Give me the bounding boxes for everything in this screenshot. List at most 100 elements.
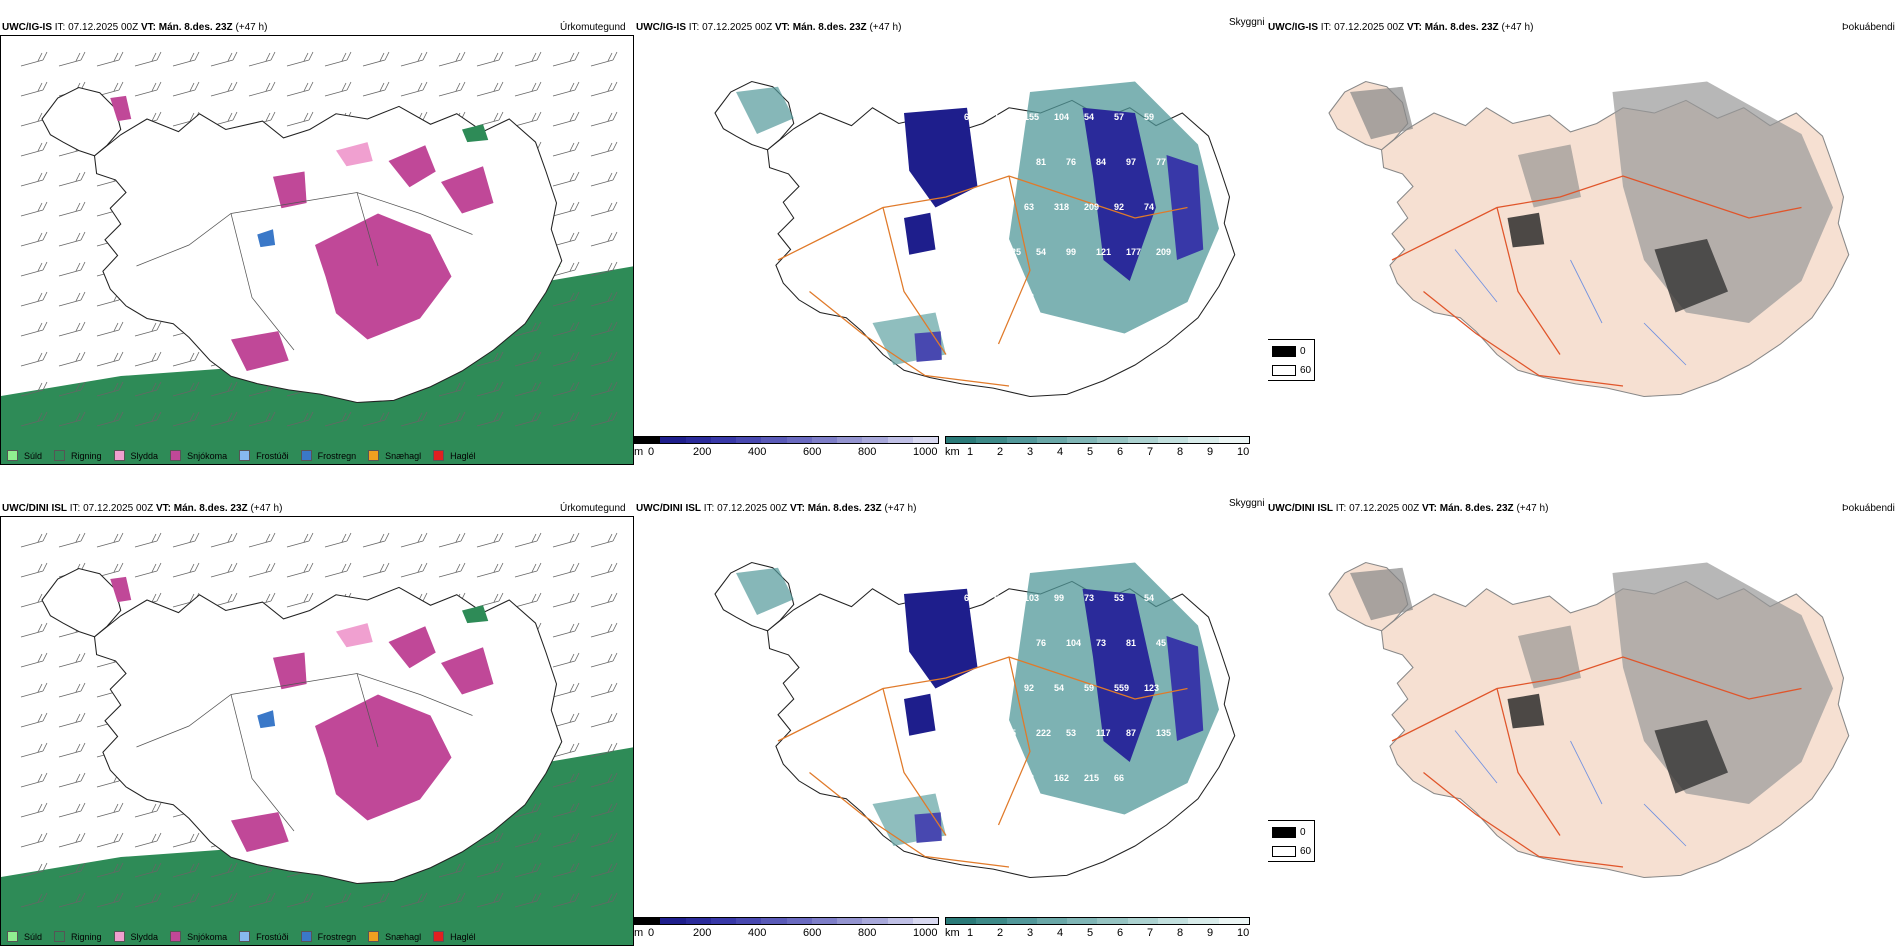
ceiling-value: 121 [1096, 247, 1111, 257]
visibility-colorbar: km 1 2 3 4 5 6 7 8 9 10 [945, 917, 1250, 945]
it-label: IT: [69, 503, 81, 514]
legend-swatch [113, 450, 125, 461]
init-time: 07.12.2025 00Z [702, 22, 773, 33]
legend-label: Slydda [130, 450, 159, 461]
ceiling-value: 135 [1156, 728, 1171, 738]
visibility-tick: 2 [997, 446, 1004, 458]
ceiling-value: 62 [1024, 773, 1034, 783]
fog-panel: UWC/IG-IS IT: 07.12.2025 00Z VT: Mán. 8.… [1268, 15, 1900, 465]
visibility-tick: 6 [1117, 446, 1124, 458]
ceiling-value: 99 [1054, 593, 1064, 603]
visibility-tick: 8 [1177, 927, 1184, 939]
ceiling-value: 92 [1024, 683, 1034, 693]
visibility-tick: 10 [1237, 446, 1250, 458]
vt-label: VT: [774, 22, 790, 33]
ceiling-value: 137 [964, 292, 979, 302]
legend-item: Snæhagl [368, 931, 421, 942]
legend-item: Haglél [433, 450, 476, 461]
ceiling-value: 59 [1084, 683, 1094, 693]
ceiling-tick: 600 [803, 446, 822, 458]
lead-time: (+47 h) [884, 503, 917, 514]
ceiling-value: 152 [976, 247, 991, 257]
model-name: UWC/DINI ISL [2, 503, 67, 514]
ceiling-value: 66 [1114, 773, 1124, 783]
fog-panel: UWC/DINI ISL IT: 07.12.2025 00Z VT: Mán.… [1268, 496, 1900, 946]
lead-time: (+47 h) [869, 22, 902, 33]
legend-swatch [300, 450, 312, 461]
ceiling-value: 149 [994, 292, 1009, 302]
it-label: IT: [688, 22, 700, 33]
fog-title: Þokuábendi [1842, 503, 1895, 514]
panel-header: UWC/DINI ISL IT: 07.12.2025 00Z VT: Mán.… [1268, 503, 1548, 515]
precip-type-panel: UWC/IG-IS IT: 07.12.2025 00Z VT: Mán. 8.… [0, 15, 634, 465]
valid-time: Mán. 8.des. 23Z [173, 503, 248, 514]
it-label: IT: [703, 503, 715, 514]
legend-swatch [368, 931, 380, 942]
ceiling-value: 50 [994, 593, 1004, 603]
it-label: IT: [1335, 503, 1347, 514]
fog-key-low: 60 [1300, 365, 1312, 376]
legend-item: Snjókoma [170, 931, 227, 942]
ceiling-colorbar: m 0 200 400 600 800 1000 [634, 436, 939, 464]
visibility-title: Skyggni [1229, 17, 1265, 28]
legend-swatch [433, 450, 445, 461]
visibility-tick: 1 [967, 446, 974, 458]
visibility-tick: 9 [1207, 446, 1214, 458]
legend-item: Súld [7, 931, 42, 942]
ceiling-tick: 1000 [913, 446, 938, 458]
ceiling-value: 222 [1036, 728, 1051, 738]
it-label: IT: [1320, 22, 1332, 33]
ceiling-value: 155 [1024, 112, 1039, 122]
lead-time: (+47 h) [1501, 22, 1534, 33]
ceiling-unit: m [634, 927, 644, 939]
ceiling-value: 45 [1156, 638, 1166, 648]
ceiling-value: 104 [1066, 638, 1081, 648]
ceiling-value: 57 [1114, 112, 1124, 122]
ceiling-value: 59 [1144, 112, 1154, 122]
fog-key-light [1272, 365, 1296, 376]
legend-item: Rigning [54, 931, 102, 942]
legend-label: Snjókoma [187, 450, 228, 461]
ceiling-labels: 61 165 155 104 54 57 59 68 83 81 76 84 97 77 270 167 63 3… [964, 112, 1171, 302]
visibility-unit: km [945, 446, 960, 458]
ceiling-value: 54 [1054, 683, 1064, 693]
ceiling-value: 76 [1066, 157, 1076, 167]
legend-swatch [7, 450, 18, 461]
lead-time: (+47 h) [250, 503, 283, 514]
fog-key-high: 0 [1300, 346, 1306, 357]
vt-label: VT: [1406, 22, 1422, 33]
ceiling-value: 77 [1156, 157, 1166, 167]
fog-key-dark [1272, 346, 1296, 357]
visibility-tick: 3 [1027, 446, 1034, 458]
valid-time: Mán. 8.des. 23Z [1424, 22, 1499, 33]
panel-header: UWC/DINI ISL IT: 07.12.2025 00Z VT: Mán.… [2, 503, 282, 515]
precip-title: Úrkomutegund [560, 22, 626, 33]
ceiling-value: 104 [1054, 112, 1069, 122]
precip-map [1, 51, 633, 464]
legend-item: Súld [7, 450, 42, 461]
legend-item: Snæhagl [368, 450, 421, 461]
legend-label: Rigning [71, 450, 102, 461]
ceiling-value: 61 [964, 112, 974, 122]
visibility-unit: km [945, 927, 960, 939]
ceiling-value: 103 [1024, 593, 1039, 603]
precip-map-frame: Súld Rigning Slydda Snjókoma Frostúði Frostre… [0, 516, 634, 946]
legend-swatch [54, 931, 66, 942]
ceiling-value: 92 [1114, 202, 1124, 212]
vt-label: VT: [155, 503, 171, 514]
ceiling-unit: m [634, 446, 644, 458]
ceiling-value: 73 [1084, 593, 1094, 603]
ceiling-value: 123 [1144, 683, 1159, 693]
ceiling-value: 76 [1036, 638, 1046, 648]
ceiling-value: 167 [994, 202, 1009, 212]
legend-label: Frostregn [317, 931, 357, 942]
ceiling-value: 125 [1006, 247, 1021, 257]
ceiling-value: 67 [964, 683, 974, 693]
legend-label: Snæhagl [385, 931, 422, 942]
ceiling-tick: 200 [693, 927, 712, 939]
ceiling-value: 63 [1024, 202, 1034, 212]
legend-item: Frostúði [239, 931, 289, 942]
legend-label: Frostregn [317, 450, 357, 461]
legend-label: Súld [24, 450, 43, 461]
model-name: UWC/IG-IS [2, 22, 52, 33]
